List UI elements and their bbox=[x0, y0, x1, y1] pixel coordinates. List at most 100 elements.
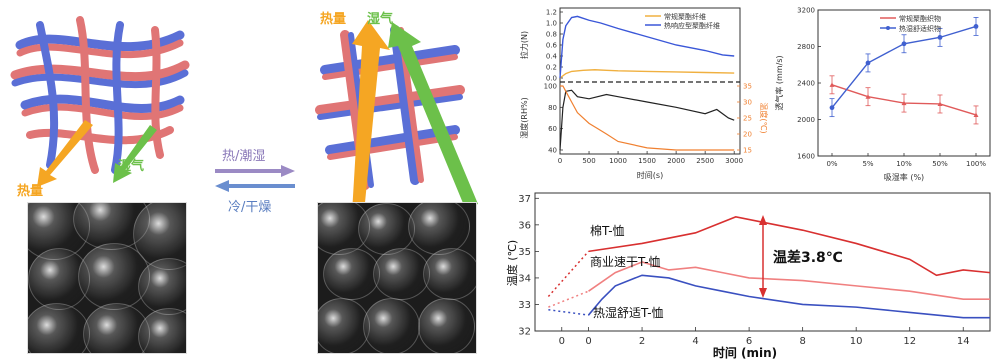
tick-permeability-3: 2000 bbox=[797, 116, 815, 124]
tick-minute-3: 4 bbox=[692, 336, 698, 347]
tick-temp-0: 37 bbox=[518, 194, 531, 205]
tick-absorption-0: 0% bbox=[826, 160, 837, 168]
series-warmup-2 bbox=[548, 309, 589, 316]
series-warmup-1 bbox=[548, 290, 589, 308]
series-humidity-temp-1 bbox=[560, 85, 735, 151]
tick-temperature-3: 20 bbox=[743, 131, 752, 139]
micrograph-right bbox=[317, 202, 477, 354]
tick-minute-5: 8 bbox=[799, 336, 805, 347]
series-temp-2 bbox=[587, 274, 990, 319]
label-commercial-tshirt: 商业速干T-恤 bbox=[590, 254, 661, 269]
tick-permeability-0: 3200 bbox=[797, 7, 815, 15]
x-axis-label-absorption: 吸湿率 (%) bbox=[884, 172, 924, 182]
series-force-1 bbox=[559, 15, 735, 79]
temperature-difference-marker bbox=[759, 215, 767, 298]
y-axis-label-force: 拉力(N) bbox=[519, 31, 529, 59]
series-force-0 bbox=[559, 69, 735, 79]
backward-arrow bbox=[215, 180, 295, 192]
x-axis-label-min: 时间 (min) bbox=[713, 345, 777, 360]
point-regular-4 bbox=[973, 112, 979, 117]
y-axis-label-temp: 温度 (℃) bbox=[505, 240, 519, 286]
legend-comfort-fabric: 热湿舒适织物 bbox=[899, 24, 941, 33]
tick-humidity-2: 60 bbox=[548, 125, 557, 133]
tick-humidity-0: 100 bbox=[544, 83, 557, 91]
label-cotton-tshirt: 棉T-恤 bbox=[590, 224, 625, 238]
tick-temp-1: 36 bbox=[518, 220, 531, 231]
tick-temp-2: 35 bbox=[518, 247, 531, 258]
tick-time-4: 2000 bbox=[667, 157, 685, 165]
y-axis-label-temperature: 温度(℃) bbox=[759, 102, 769, 133]
x-axis-label-time: 时间(s) bbox=[637, 170, 663, 180]
tick-temp-5: 32 bbox=[518, 327, 531, 338]
fiber-bundle-left bbox=[10, 16, 190, 174]
left-heat-label: 热量 bbox=[17, 184, 44, 199]
tick-minute-0: 0 bbox=[559, 336, 565, 347]
tick-absorption-2: 10% bbox=[896, 160, 912, 168]
right-heat-label: 热量 bbox=[320, 12, 347, 27]
tick-minute-2: 2 bbox=[639, 336, 645, 347]
right-flow-arrows bbox=[352, 20, 478, 213]
tick-minute-4: 6 bbox=[746, 336, 752, 347]
tick-minute-1: 0 bbox=[585, 336, 591, 347]
backward-condition-label: 冷/干燥 bbox=[228, 200, 272, 215]
temperature-difference-label: 温差3.8℃ bbox=[773, 249, 843, 266]
series-humidity-temp-0 bbox=[559, 89, 735, 151]
legend-regular-fiber: 常规聚酯纤维 bbox=[664, 12, 706, 21]
tick-time-1: 500 bbox=[582, 157, 595, 165]
tick-time-3: 1500 bbox=[638, 157, 656, 165]
right-moisture-label: 湿气 bbox=[367, 12, 394, 27]
tick-temperature-2: 25 bbox=[743, 115, 752, 123]
tick-force-2: 0.8 bbox=[546, 31, 557, 39]
heat-arrow-left bbox=[37, 120, 93, 187]
left-flow-arrows bbox=[37, 120, 157, 187]
point-comfort-2 bbox=[901, 41, 907, 47]
tick-temperature-0: 35 bbox=[743, 83, 752, 91]
series-temp-1 bbox=[588, 261, 990, 300]
tick-humidity-1: 80 bbox=[548, 104, 557, 112]
tick-force-3: 0.6 bbox=[546, 42, 558, 50]
forward-arrow bbox=[215, 165, 295, 177]
tick-temperature-1: 30 bbox=[743, 99, 752, 107]
fiber-bundle-right bbox=[315, 25, 465, 190]
tick-temperature-4: 15 bbox=[743, 147, 752, 155]
tick-time-2: 1000 bbox=[609, 157, 627, 165]
tick-force-1: 1.0 bbox=[546, 20, 557, 28]
tick-minute-6: 10 bbox=[850, 336, 863, 347]
force-humidity-chart: 1.2 1.0 0.8 0.6 0.4 0.2 0.0 100 80 60 40 35 30 25 20… bbox=[519, 7, 769, 180]
tick-time-6: 3000 bbox=[725, 157, 743, 165]
moisture-arrow-right bbox=[388, 22, 478, 208]
tick-absorption-4: 100% bbox=[966, 160, 986, 168]
tick-force-5: 0.2 bbox=[546, 64, 557, 72]
y-axis-label-humidity: 湿度(RH%) bbox=[519, 97, 529, 138]
point-comfort-0 bbox=[829, 105, 835, 111]
point-regular-3 bbox=[937, 101, 943, 106]
tick-force-4: 0.4 bbox=[546, 53, 558, 61]
tick-temp-3: 34 bbox=[518, 273, 531, 284]
tick-absorption-1: 5% bbox=[862, 160, 873, 168]
point-comfort-3 bbox=[937, 34, 943, 40]
left-moisture-label: 湿气 bbox=[118, 159, 145, 174]
point-comfort-1 bbox=[865, 60, 871, 66]
tick-minute-7: 12 bbox=[903, 336, 916, 347]
air-permeability-chart: 3200 2800 2400 2000 1600 0% 5% 10% 50% 100% 常规聚酯… bbox=[774, 7, 991, 182]
micrograph-left bbox=[27, 202, 187, 354]
legend-regular-fabric: 常规聚酯织物 bbox=[899, 14, 941, 23]
schematic-panel: 热量 湿气 热/潮湿 冷/干燥 热量 湿气 bbox=[10, 12, 478, 354]
heat-arrow-right bbox=[352, 20, 390, 213]
tick-force-6: 0.0 bbox=[546, 75, 557, 83]
tick-permeability-1: 2800 bbox=[797, 43, 815, 51]
legend-thermo-fiber: 热响应型聚酯纤维 bbox=[664, 21, 720, 30]
tick-absorption-3: 50% bbox=[932, 160, 948, 168]
tick-permeability-4: 1600 bbox=[797, 153, 815, 161]
body-temperature-chart: 37 36 35 34 33 32 0 0 2 4 6 8 10 12 14 温差3.8℃ 棉T-恤 商业… bbox=[505, 192, 991, 360]
point-regular-1 bbox=[865, 94, 871, 99]
tick-time-5: 2500 bbox=[696, 157, 714, 165]
point-regular-0 bbox=[829, 82, 835, 87]
forward-condition-label: 热/潮湿 bbox=[222, 149, 266, 164]
tick-temp-4: 33 bbox=[518, 300, 531, 311]
series-warmup-0 bbox=[547, 250, 590, 297]
tick-minute-8: 14 bbox=[957, 336, 970, 347]
y-axis-label-permeability: 透气率 (mm/s) bbox=[774, 55, 784, 110]
moisture-arrow-left bbox=[113, 125, 157, 183]
tick-time-0: 0 bbox=[558, 157, 562, 165]
